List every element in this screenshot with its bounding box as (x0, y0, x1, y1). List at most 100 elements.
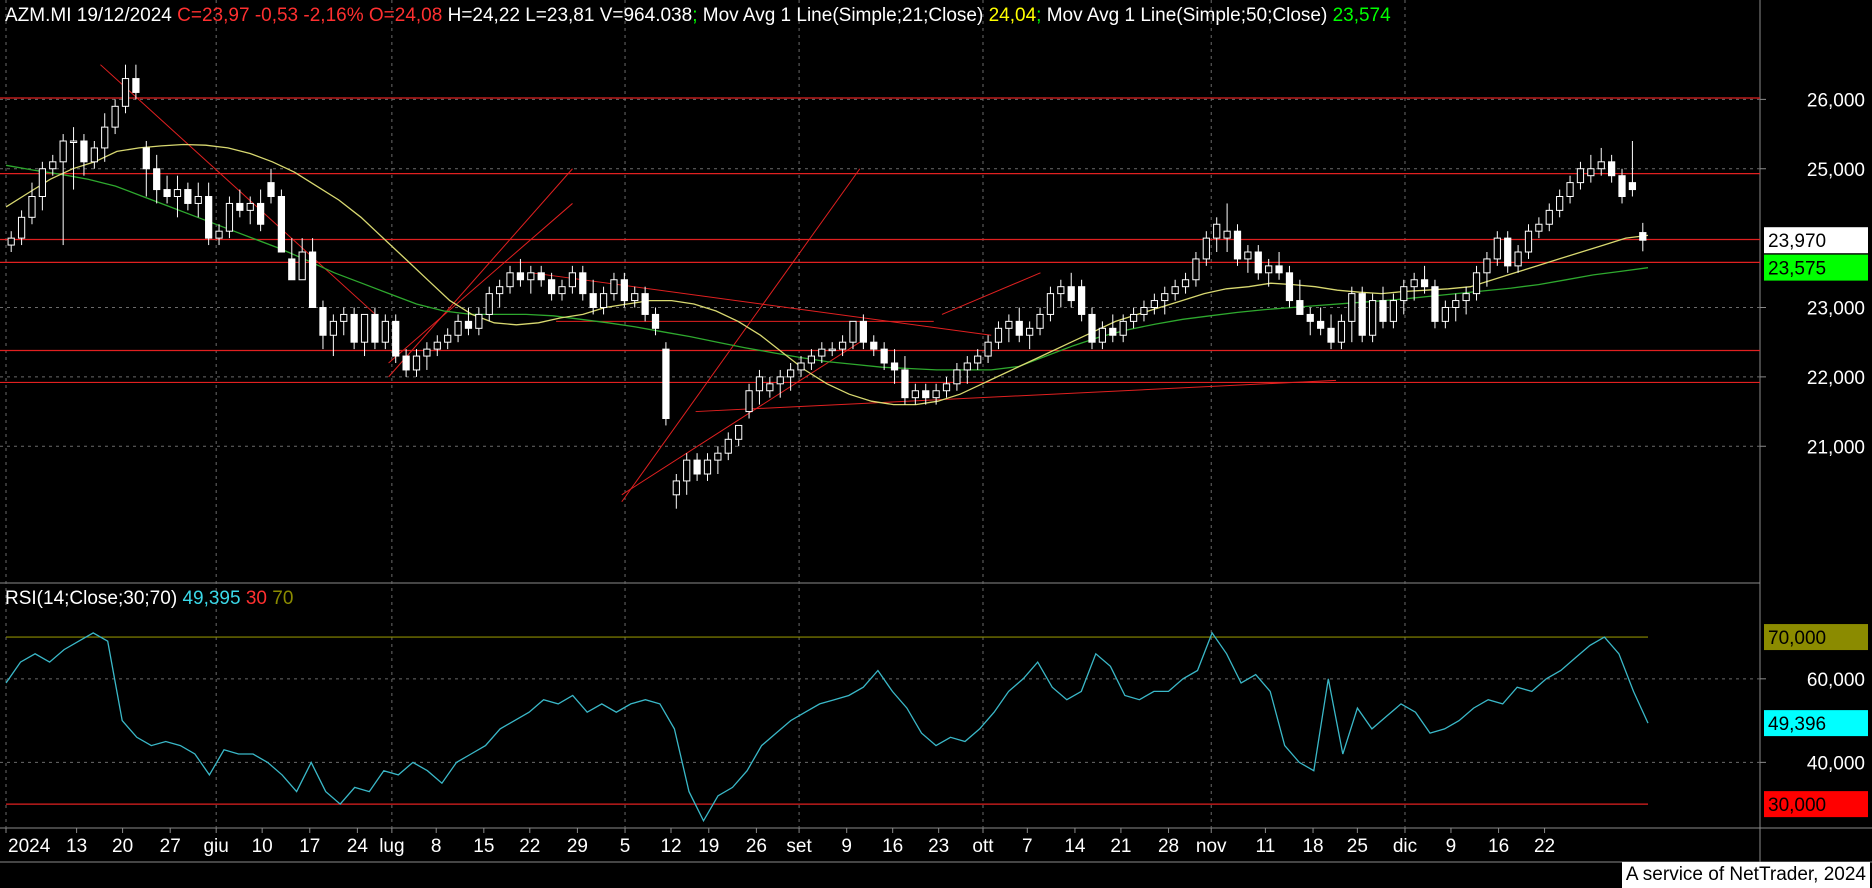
candle-body (1514, 251, 1522, 267)
candle-body (1109, 327, 1117, 336)
candle-body (132, 78, 140, 93)
trend-line (695, 379, 1337, 413)
ma21-value: 24,04 (988, 5, 1037, 26)
candle-body (1181, 279, 1190, 288)
candle-body (360, 313, 369, 343)
ma21-line (5, 143, 1649, 406)
candle-body (80, 140, 88, 163)
ma21-label: Mov Avg 1 Line(Simple;21;Close) (702, 5, 984, 26)
candle-body (870, 341, 878, 350)
candle-body (901, 369, 909, 399)
candle-body (288, 258, 296, 281)
candle-body (755, 376, 764, 392)
trend-line (388, 203, 573, 364)
x-tick-label: 19 (698, 836, 719, 857)
x-tick-label: 21 (1110, 836, 1131, 857)
candle-body (745, 390, 753, 413)
candle-body (880, 348, 888, 364)
candle-body (277, 196, 286, 253)
candle-body (547, 279, 556, 295)
candle-body (1410, 279, 1418, 288)
candle-body (38, 168, 46, 197)
candle-body (433, 341, 441, 350)
trend-line (531, 272, 992, 336)
candle-body (1223, 230, 1231, 239)
candle-body (537, 272, 545, 281)
candle-body (1337, 320, 1346, 343)
candle-body (246, 202, 254, 211)
symbol: AZM.MI (5, 5, 72, 26)
candle-body (1556, 196, 1564, 211)
rsi-level-tag-label: 70,000 (1768, 628, 1826, 649)
candle-body (589, 293, 597, 308)
candle-body (205, 196, 213, 239)
candle-body (506, 272, 514, 288)
price-header: AZM.MI 19/12/2024 C=23,97 -0,53 -2,16% O… (5, 5, 1391, 27)
candle-body (298, 251, 306, 281)
change-value: -0,53 (254, 5, 299, 26)
candle-body (184, 189, 192, 204)
candle-body (1587, 168, 1595, 177)
candle-body (859, 320, 867, 343)
x-tick-label: 12 (660, 836, 681, 857)
separator: ; (692, 5, 698, 26)
candle-body (1067, 286, 1075, 302)
candle-body (610, 279, 618, 295)
candle-body (1005, 320, 1013, 329)
x-tick-label: 29 (567, 836, 588, 857)
close-value: C=23,97 (177, 5, 250, 26)
candle-body (49, 161, 57, 170)
x-tick-label: lug (379, 836, 404, 857)
candle-body (776, 376, 784, 385)
candle-body (984, 341, 992, 357)
candle-body (319, 307, 327, 336)
candle-body (163, 189, 171, 197)
x-tick-label: 16 (882, 836, 903, 857)
candle-body (703, 459, 712, 475)
candle-body (620, 279, 628, 302)
candle-body (329, 320, 337, 336)
candle-body (974, 355, 982, 364)
price-tag (1764, 227, 1868, 254)
candle-body (797, 362, 805, 371)
candle-body (1275, 265, 1283, 274)
candle-body (1524, 230, 1533, 253)
candle-body (101, 126, 109, 149)
x-tick-label: 22 (1534, 836, 1555, 857)
x-tick-label: 9 (1446, 836, 1457, 857)
separator: ; (1036, 5, 1042, 26)
x-tick-label: 17 (299, 836, 320, 857)
candle-body (527, 272, 535, 281)
ma50-label: Mov Avg 1 Line(Simple;50;Close) (1046, 5, 1328, 26)
candle-body (735, 424, 743, 440)
candle-body (1389, 300, 1398, 322)
x-tick-label: 9 (841, 836, 852, 857)
candle-body (28, 196, 36, 218)
candle-body (111, 105, 119, 128)
rsi-level-tag (1764, 791, 1868, 818)
high-low-volume: H=24,22 L=23,81 V=964.038 (447, 5, 693, 26)
ma50-line (5, 164, 1649, 371)
rsi-value-tag-label: 49,396 (1768, 714, 1826, 735)
candle-body (1462, 293, 1470, 302)
change-pct: -2,16% (303, 5, 364, 26)
candle-body (1015, 320, 1023, 336)
x-tick-label: 27 (160, 836, 181, 857)
x-tick-label: 23 (928, 836, 949, 857)
candle-body (1150, 300, 1158, 308)
candle-body (1639, 232, 1647, 241)
candle-body (1431, 286, 1439, 322)
candle-body (256, 202, 265, 225)
rsi-tick-label: 40,000 (1807, 753, 1865, 774)
x-tick-label: 20 (112, 836, 133, 857)
candle-body (423, 348, 431, 357)
x-tick-label: ott (972, 836, 994, 857)
candle-body (828, 348, 836, 352)
candle-body (90, 147, 98, 163)
candle-body (1077, 286, 1086, 315)
candle-body (1171, 286, 1179, 295)
candle-body (1441, 307, 1449, 322)
candle-body (568, 272, 577, 288)
x-tick-label: 18 (1302, 836, 1323, 857)
x-tick-label: 15 (473, 836, 494, 857)
